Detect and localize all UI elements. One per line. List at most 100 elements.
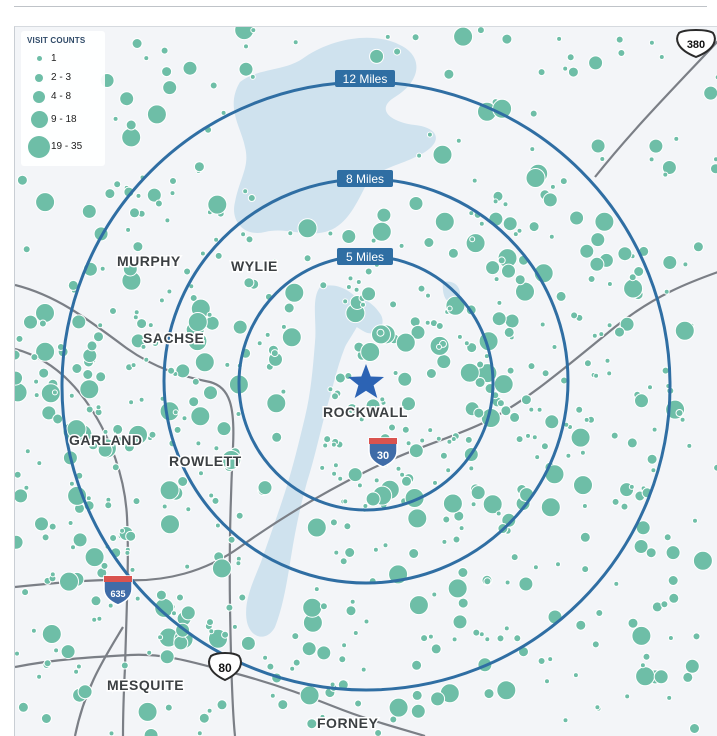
visit-dot <box>406 441 411 446</box>
visit-dot <box>246 236 253 243</box>
visit-dot <box>502 34 512 44</box>
visit-dot <box>591 233 605 247</box>
visit-dot <box>350 599 355 604</box>
visit-dot <box>466 234 485 253</box>
visit-dot <box>42 625 61 644</box>
visit-dot <box>676 410 683 417</box>
visit-dot <box>199 471 204 476</box>
visit-dot <box>607 282 612 287</box>
visit-dot <box>448 579 467 598</box>
visit-dot <box>453 615 467 629</box>
legend-dot-icon <box>33 91 45 103</box>
visit-dot <box>15 651 20 656</box>
visit-dot <box>36 193 55 212</box>
visit-dot <box>270 693 275 698</box>
visit-dot <box>484 689 494 699</box>
visit-dot <box>580 244 594 258</box>
visit-dot <box>133 242 143 252</box>
visit-dot <box>105 502 112 509</box>
visit-dot <box>330 519 337 526</box>
legend-dot-icon <box>37 56 42 61</box>
visit-dot <box>209 493 214 498</box>
visit-dot <box>435 212 454 231</box>
visit-dot <box>385 34 390 39</box>
legend-item: 9 - 18 <box>27 106 99 133</box>
visit-dot <box>25 449 30 454</box>
visit-dot <box>389 424 396 431</box>
visit-dot <box>15 383 27 402</box>
visit-dot <box>545 679 550 684</box>
visit-dot <box>485 637 490 642</box>
visit-dot <box>664 534 671 541</box>
visit-dot <box>471 486 485 500</box>
visit-dot <box>94 332 104 342</box>
visit-dot <box>380 397 385 402</box>
visit-dot <box>136 193 141 198</box>
visit-dot <box>411 704 425 718</box>
visit-dot <box>355 700 362 707</box>
visit-dot <box>437 355 451 369</box>
visit-dot <box>668 636 673 641</box>
visit-dot <box>34 393 39 398</box>
visit-dot <box>236 512 243 519</box>
visit-dot <box>314 587 319 592</box>
visit-dot <box>332 393 339 400</box>
visit-dot <box>412 660 422 670</box>
visit-dot <box>91 596 101 606</box>
store-location-star-icon[interactable] <box>348 364 384 398</box>
visit-dot <box>204 386 218 400</box>
visit-dot <box>37 674 42 679</box>
visit-dot <box>473 629 480 636</box>
visit-dot <box>659 55 664 60</box>
visit-dot <box>320 465 325 470</box>
visit-dot <box>207 708 212 713</box>
visit-dot <box>540 322 545 327</box>
visit-dot <box>533 565 538 570</box>
visit-dot <box>267 394 286 413</box>
visit-dot <box>663 172 668 177</box>
visit-dot <box>120 92 134 106</box>
visit-dot <box>456 138 461 143</box>
visit-dot <box>139 397 144 402</box>
map-canvas[interactable]: 12 Miles 8 Miles 5 Miles MURPHY WYLIE SA… <box>15 27 717 736</box>
visit-dot <box>668 576 678 586</box>
visit-dot <box>236 561 241 566</box>
visit-dot <box>674 136 679 141</box>
visit-dot <box>159 298 164 303</box>
city-label-garland: GARLAND <box>69 432 143 448</box>
visit-dot <box>173 410 178 415</box>
visit-dot <box>530 110 537 117</box>
visit-dot <box>217 422 231 436</box>
visit-dot <box>288 231 293 236</box>
map-container[interactable]: 12 Miles 8 Miles 5 Miles MURPHY WYLIE SA… <box>14 26 717 736</box>
visit-dot <box>144 56 149 61</box>
visit-dot <box>317 646 331 660</box>
visit-dot <box>215 252 222 259</box>
visit-dot <box>615 327 625 337</box>
visit-dot <box>652 427 657 432</box>
visit-dot <box>72 315 86 329</box>
visit-dot <box>448 248 458 258</box>
visit-dot <box>228 536 235 543</box>
visit-dot <box>85 548 104 567</box>
visit-dot <box>241 636 255 650</box>
visit-dot <box>580 532 590 542</box>
visit-dot <box>334 550 339 555</box>
visit-dot <box>396 333 415 352</box>
visit-dot <box>293 40 298 45</box>
visit-dot <box>15 489 28 503</box>
visit-dot <box>594 373 599 378</box>
visit-dot <box>98 323 103 328</box>
visit-dot <box>342 643 347 648</box>
visit-dot <box>595 212 614 231</box>
visit-dot <box>199 713 209 723</box>
visit-dot <box>535 455 540 460</box>
legend-label: 1 <box>51 53 57 64</box>
visit-dot <box>78 685 92 699</box>
visit-dot <box>284 303 294 313</box>
visit-dot <box>354 287 359 292</box>
visit-dot <box>693 633 700 640</box>
visit-dot <box>37 461 42 466</box>
visit-dot <box>183 61 197 75</box>
visit-dot <box>471 502 476 507</box>
